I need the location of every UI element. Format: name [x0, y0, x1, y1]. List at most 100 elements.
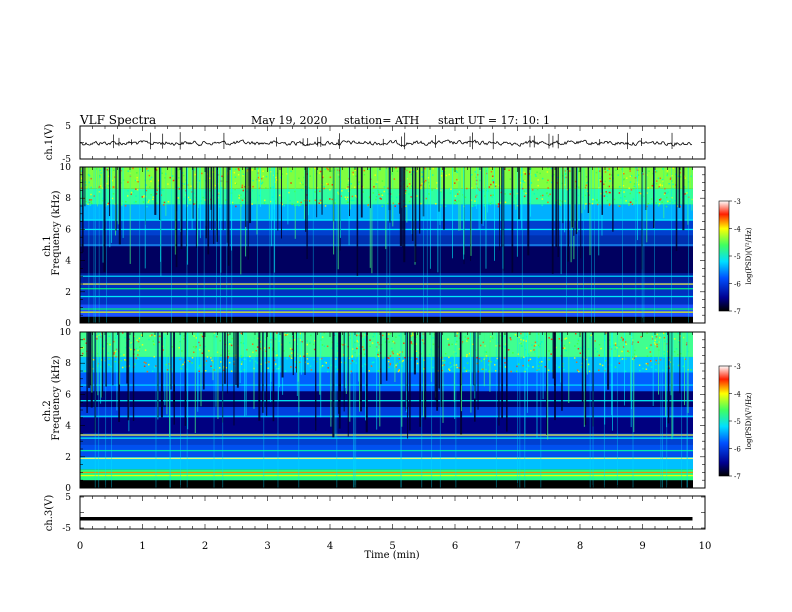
spectrum-speckle — [622, 178, 625, 181]
spectrum-speckle — [162, 349, 164, 351]
spectrum-line — [80, 437, 693, 439]
spectrum-speckle — [585, 184, 588, 187]
spectrum-speckle — [608, 185, 611, 188]
spectrum-sferic — [348, 167, 350, 217]
spectrum-speckle — [373, 333, 376, 335]
spectrum-speckle — [531, 189, 534, 191]
spectrum-sferic — [437, 167, 439, 273]
spectrum-sferic — [552, 332, 555, 379]
spectrum-sferic — [540, 332, 542, 488]
spectrum-speckle — [177, 197, 179, 199]
spectrum-speckle — [139, 168, 141, 171]
spectrum-sferic — [97, 332, 99, 396]
spectrum-speckle — [471, 204, 473, 206]
spectrum-speckle — [453, 202, 456, 205]
spectrum-sferic — [244, 332, 246, 417]
spectrum-speckle — [227, 357, 229, 359]
spectrum-speckle — [599, 179, 601, 181]
spectrum-sferic — [86, 332, 88, 413]
spectrum-sferic — [221, 332, 224, 423]
spectrum-speckle — [577, 194, 579, 197]
spectrum-speckle — [561, 182, 564, 185]
spectrum-sferic — [675, 167, 678, 251]
spectrum-speckle — [528, 365, 530, 368]
spectrum-speckle — [609, 173, 611, 176]
spectrum-speckle — [487, 364, 490, 366]
spectrum-speckle — [355, 357, 357, 359]
spectrum-speckle — [599, 177, 601, 180]
spectrum-speckle — [452, 168, 454, 171]
spectrum-speckle — [387, 357, 389, 359]
spectrum-speckle — [455, 200, 458, 203]
spectrum-speckle — [503, 357, 506, 359]
spectrum-speckle — [291, 352, 293, 354]
spectrum-speckle — [495, 345, 497, 347]
spectrum-speckle — [303, 355, 305, 358]
spectrum-speckle — [537, 344, 540, 347]
spectrum-speckle — [655, 171, 658, 173]
spectrum-speckle — [405, 205, 407, 207]
spectrum-speckle — [112, 193, 115, 195]
spectrum-speckle — [632, 341, 634, 343]
ch1-colorbar: -3-4-5-6-7 log(PSD)(V²/Hz) — [718, 198, 753, 316]
spectrum-speckle — [288, 191, 290, 194]
spectrum-speckle — [492, 181, 495, 183]
spectrum-speckle — [484, 351, 486, 353]
spectrum-line — [80, 308, 693, 310]
spectrum-sferic — [212, 332, 214, 381]
spectrum-speckle — [667, 203, 670, 205]
spectrum-speckle — [298, 204, 301, 207]
spectrum-speckle — [432, 366, 434, 369]
spectrum-sferic — [480, 167, 483, 224]
spectrum-speckle — [327, 370, 329, 373]
spectrum-speckle — [158, 179, 160, 182]
spectrum-speckle — [235, 168, 237, 171]
spectrum-speckle — [599, 180, 602, 183]
spectrum-speckle — [608, 168, 610, 170]
spectrum-speckle — [639, 369, 641, 372]
spectrum-speckle — [665, 205, 668, 208]
spectrum-speckle — [524, 180, 526, 182]
ch2-colorbar-label: log(PSD)(V²/Hz) — [745, 392, 753, 449]
spectrum-speckle — [240, 363, 243, 365]
spectrum-speckle — [609, 180, 611, 182]
spectrum-speckle — [451, 343, 453, 346]
spectrum-speckle — [618, 186, 621, 188]
spectrum-speckle — [107, 332, 109, 334]
spectrum-speckle — [193, 168, 196, 171]
spectrum-speckle — [369, 345, 371, 348]
y-tick-label: 2 — [65, 288, 71, 298]
spectrum-sferic — [187, 332, 189, 430]
spectrum-speckle — [525, 368, 528, 370]
spectrum-speckle — [171, 346, 174, 348]
spectrum-sferic — [502, 167, 504, 323]
spectrum-speckle — [109, 343, 111, 346]
spectrum-sferic — [434, 332, 437, 401]
spectrum-speckle — [399, 351, 402, 353]
spectrum-speckle — [269, 200, 272, 203]
spectrum-sferic — [320, 332, 322, 418]
spectrum-speckle — [474, 171, 476, 173]
spectrum-sferic — [459, 167, 461, 231]
spectrum-sferic — [652, 332, 654, 406]
spectrum-speckle — [408, 200, 411, 203]
spectrum-speckle — [684, 177, 686, 179]
y-tick-label: -5 — [62, 524, 71, 534]
spectrum-speckle — [125, 346, 127, 349]
spectrum-speckle — [513, 195, 515, 197]
spectrum-speckle — [299, 332, 302, 335]
spectrum-speckle — [130, 348, 132, 351]
spectrum-speckle — [295, 366, 297, 369]
spectrum-speckle — [661, 178, 664, 181]
spectrum-speckle — [347, 186, 349, 188]
spectrum-speckle — [550, 167, 553, 170]
spectrum-speckle — [351, 195, 354, 198]
spectrum-speckle — [133, 201, 136, 204]
spectrum-sferic — [306, 167, 308, 260]
spectrum-speckle — [471, 205, 474, 207]
spectrum-speckle — [529, 202, 531, 205]
spectrum-speckle — [622, 339, 624, 342]
spectrum-speckle — [385, 341, 387, 343]
spectrum-speckle — [153, 366, 156, 368]
